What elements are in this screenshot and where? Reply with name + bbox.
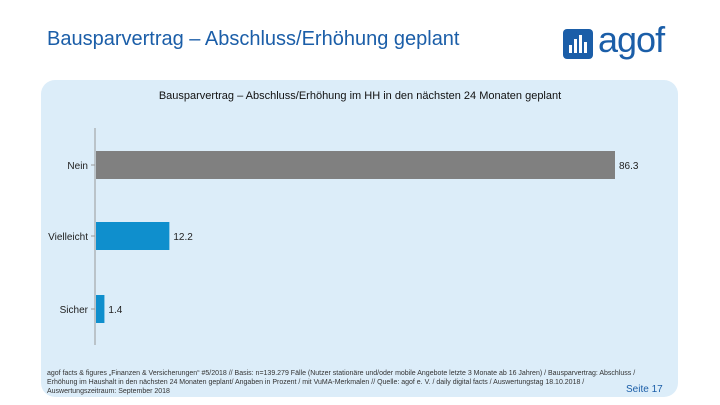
agof-logo: agof bbox=[563, 19, 675, 65]
category-label: Sicher bbox=[60, 305, 89, 316]
page-number: Seite 17 bbox=[626, 384, 663, 395]
data-label: 86.3 bbox=[619, 161, 639, 172]
bar-chart-icon bbox=[563, 29, 593, 59]
category-label: Nein bbox=[67, 161, 88, 172]
bar-nein bbox=[96, 151, 615, 179]
slide-title: Bausparvertrag – Abschluss/Erhöhung gepl… bbox=[47, 28, 460, 50]
data-label: 12.2 bbox=[173, 232, 193, 243]
logo-text: agof bbox=[598, 19, 665, 60]
bar-sicher bbox=[96, 295, 105, 323]
chart-title: Bausparvertrag – Abschluss/Erhöhung im H… bbox=[158, 90, 562, 102]
footnote: agof facts & figures „Finanzen & Versich… bbox=[47, 370, 636, 395]
category-label: Vielleicht bbox=[48, 232, 88, 243]
bar-vielleicht bbox=[96, 222, 170, 250]
data-label: 1.4 bbox=[108, 305, 122, 316]
